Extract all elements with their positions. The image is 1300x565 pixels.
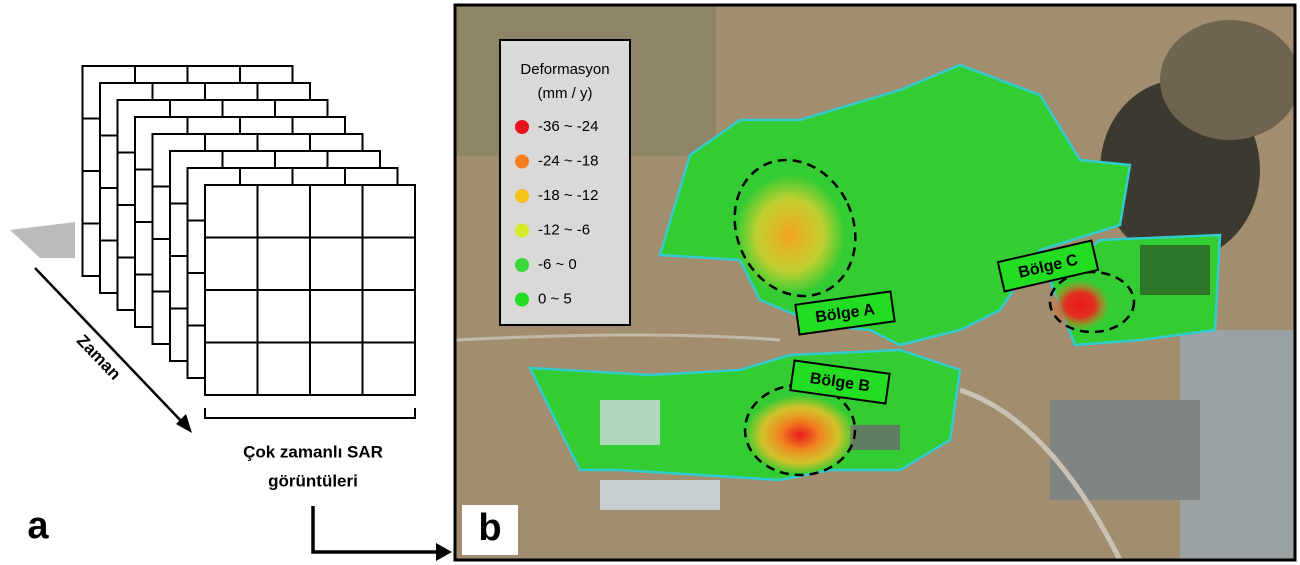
legend-swatch [515, 293, 529, 307]
legend-swatch [515, 189, 529, 203]
panel-label: b [478, 507, 501, 549]
bracket [205, 408, 415, 418]
legend-title: (mm / y) [538, 85, 593, 102]
time-label: Zaman [73, 331, 125, 384]
legend-swatch [515, 120, 529, 134]
legend-title: Deformasyon [520, 61, 609, 78]
shadow [10, 222, 75, 258]
legend-label: -24 ~ -18 [538, 152, 598, 169]
legend-swatch [515, 224, 529, 238]
sar-frame [205, 185, 415, 395]
page: Zaman Çok zamanlı SAR görüntüleri a Defo… [0, 0, 1300, 565]
legend-swatch [515, 258, 529, 272]
legend-label: -18 ~ -12 [538, 187, 598, 204]
sar-stack [83, 66, 416, 395]
legend-swatch [515, 155, 529, 169]
flow-arrow [313, 506, 438, 552]
arrow-head [436, 543, 452, 561]
legend-label: 0 ~ 5 [538, 290, 572, 307]
legend-label: -36 ~ -24 [538, 118, 598, 135]
caption: Çok zamanlı SAR [243, 442, 383, 461]
caption: görüntüleri [268, 471, 358, 490]
legend-label: -6 ~ 0 [538, 256, 577, 273]
figure: Zaman Çok zamanlı SAR görüntüleri a Defo… [0, 0, 1300, 565]
legend-label: -12 ~ -6 [538, 221, 590, 238]
panel-label: a [27, 505, 49, 547]
legend: Deformasyon (mm / y) -36 ~ -24 -24 ~ -18 -… [500, 40, 630, 325]
